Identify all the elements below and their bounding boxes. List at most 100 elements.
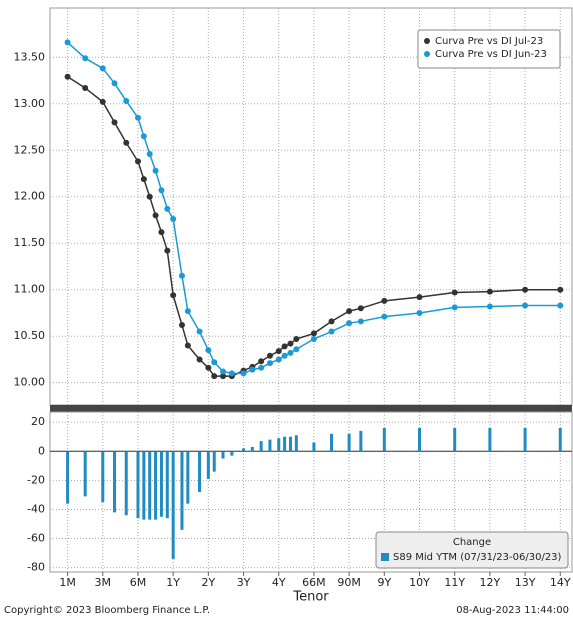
x-tick-label: 12Y [480,576,501,589]
series-marker [164,205,171,212]
series-marker [281,352,288,359]
y-tick-label: -60 [27,532,45,545]
x-tick-label: 9Y [377,576,391,589]
bar [418,428,422,452]
x-tick-label: 14Y [550,576,571,589]
y-tick-label: 11.00 [14,283,46,296]
series-marker [158,229,165,236]
y-tick-label: -20 [27,473,45,486]
bar [294,435,298,452]
bar [206,451,210,479]
y-tick-label: 13.50 [14,50,46,63]
series-marker [281,343,288,350]
series-marker [220,368,227,375]
series-marker [111,80,118,87]
y-tick-label: 13.00 [14,97,46,110]
bar [180,451,184,530]
series-marker [111,119,118,126]
series-marker [287,340,294,347]
bar [558,428,562,452]
series-marker [293,335,300,342]
bar [277,438,281,452]
series-marker [134,114,141,121]
legend-label: Curva Pre vs DI Jul-23 [435,36,543,47]
bar [142,451,146,520]
y-tick-label: -40 [27,502,45,515]
series-marker [152,212,159,219]
bar [268,439,272,452]
x-tick-label: 2Y [202,576,216,589]
series-marker [134,158,141,165]
bar [101,451,105,503]
series-marker [266,360,273,367]
series-marker [486,303,493,310]
legend-label: S89 Mid YTM (07/31/23-06/30/23) [393,552,562,563]
bar [347,433,351,452]
series-marker [416,309,423,316]
copyright: Copyright© 2023 Bloomberg Finance L.P. [4,605,210,616]
x-tick-label: 10Y [409,576,430,589]
series-marker [451,289,458,296]
bar [66,451,70,504]
legend-label: Curva Pre vs DI Jun-23 [435,49,547,60]
series-marker [451,304,458,311]
series-marker [82,55,89,62]
bar [113,451,117,513]
x-tick-label: 1M [59,576,76,589]
bar [171,451,175,559]
x-tick-label: 3M [95,576,112,589]
series-marker [228,370,235,377]
x-tick-label: 90M [337,576,361,589]
series-marker [275,348,282,355]
series-marker [328,328,335,335]
y-tick-label: 12.00 [14,190,46,203]
x-tick-label: 4Y [272,576,286,589]
series-marker [140,176,147,183]
series-marker [258,358,265,365]
series-marker [275,356,282,363]
bar [221,451,225,459]
bar [212,451,216,472]
bar [159,451,163,517]
y-tick-label: 20 [31,415,45,428]
bar [250,446,254,452]
series-marker [522,286,529,293]
bar [186,451,190,504]
series-marker [99,65,106,72]
bar [154,451,158,520]
legend-title: Change [453,537,491,548]
series-marker [196,356,203,363]
series-marker [522,302,529,309]
legend-box [417,29,561,69]
bar [259,441,263,452]
series-marker [146,193,153,200]
series-marker [158,187,165,194]
legend-swatch [381,553,389,561]
bar [382,428,386,452]
y-tick-label: 10.50 [14,329,46,342]
series-marker [310,330,317,337]
series-marker [486,288,493,295]
series-marker [184,342,191,349]
series-marker [164,247,171,254]
series-marker [99,98,106,105]
x-tick-label: 13Y [515,576,536,589]
series-marker [146,150,153,157]
series-marker [82,84,89,91]
x-axis-label: Tenor [292,590,329,605]
bar [230,451,234,456]
bar [124,451,128,516]
series-marker [249,366,256,373]
y-tick-label: 12.50 [14,143,46,156]
series-marker [211,373,218,380]
series-marker [211,359,218,366]
bar [148,451,152,520]
bar [523,428,527,452]
bar [283,436,287,452]
series-marker [328,318,335,325]
series-marker [205,364,212,371]
y-tick-label: -80 [27,561,45,574]
bar [165,451,169,519]
panel-separator [50,405,572,412]
